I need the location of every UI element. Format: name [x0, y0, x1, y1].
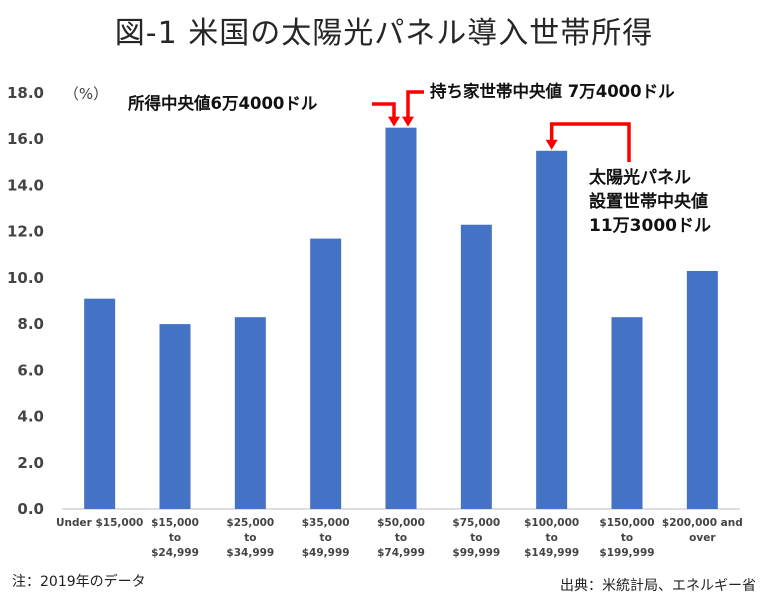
arrow-solar-median — [549, 122, 631, 162]
y-tick-label: 16.0 — [7, 130, 44, 148]
source-note: 出典：米統計局、エネルギー省 — [560, 578, 756, 594]
x-tick-label: $199,999 — [599, 547, 654, 559]
arrow-homeowner-median — [406, 90, 424, 118]
x-tick-label: $74,999 — [377, 547, 425, 559]
arrowhead-median-income — [388, 116, 400, 127]
x-tick-label: to — [621, 532, 633, 544]
x-tick-label: $149,999 — [524, 547, 579, 559]
x-tick-label: $99,999 — [452, 547, 500, 559]
x-tick-label: to — [470, 532, 482, 544]
y-axis-unit-label: （%） — [64, 85, 108, 103]
bar — [611, 317, 643, 509]
y-tick-label: 0.0 — [17, 500, 44, 518]
x-tick-label: $50,000 — [377, 517, 425, 529]
x-tick-label: $34,999 — [226, 547, 274, 559]
x-tick-label: over — [689, 532, 716, 544]
arrowhead-solar-median — [545, 139, 558, 150]
arrowhead-homeowner-median — [402, 116, 414, 127]
x-tick-label: $200,000 and — [662, 517, 743, 529]
annotation-solar-median: 設置世帯中央値 — [589, 191, 708, 212]
bar — [84, 298, 116, 509]
x-tick-label: $15,000 — [151, 517, 199, 529]
data-year-note: 注：2019年のデータ — [12, 574, 146, 590]
bar — [460, 224, 492, 509]
y-tick-label: 10.0 — [7, 269, 44, 287]
bar — [385, 127, 417, 510]
bar — [686, 270, 718, 509]
chart-title: 図-1 米国の太陽光パネル導入世帯所得 — [114, 16, 654, 51]
x-tick-label: to — [395, 532, 407, 544]
annotation-homeowner-median: 持ち家世帯中央値 7万4000ドル — [430, 81, 675, 101]
x-tick-label: $24,999 — [151, 547, 199, 559]
annotation-median-income: 所得中央値6万4000ドル — [128, 93, 318, 113]
bar — [536, 150, 568, 509]
annotation-solar-median: 太陽光パネル — [589, 167, 691, 188]
y-tick-label: 8.0 — [17, 315, 44, 333]
y-tick-label: 12.0 — [7, 223, 44, 241]
arrow-median-income — [372, 102, 396, 118]
x-tick-label: to — [320, 532, 332, 544]
y-tick-label: 18.0 — [7, 84, 44, 102]
x-tick-label: $25,000 — [226, 517, 274, 529]
bar — [310, 238, 342, 509]
y-tick-label: 14.0 — [7, 176, 44, 194]
x-tick-label: $49,999 — [302, 547, 350, 559]
y-tick-label: 2.0 — [17, 454, 44, 472]
x-tick-label: $75,000 — [452, 517, 500, 529]
x-tick-label: to — [169, 532, 181, 544]
x-tick-label: $100,000 — [524, 517, 579, 529]
x-tick-label: to — [244, 532, 256, 544]
annotation-solar-median: 11万3000ドル — [589, 216, 711, 236]
bar — [159, 324, 191, 509]
bar — [234, 317, 266, 509]
y-tick-label: 4.0 — [17, 408, 44, 426]
x-tick-label: Under $15,000 — [56, 517, 143, 529]
x-tick-label: $150,000 — [599, 517, 654, 529]
x-tick-label: to — [546, 532, 558, 544]
y-tick-label: 6.0 — [17, 361, 44, 379]
x-tick-label: $35,000 — [302, 517, 350, 529]
